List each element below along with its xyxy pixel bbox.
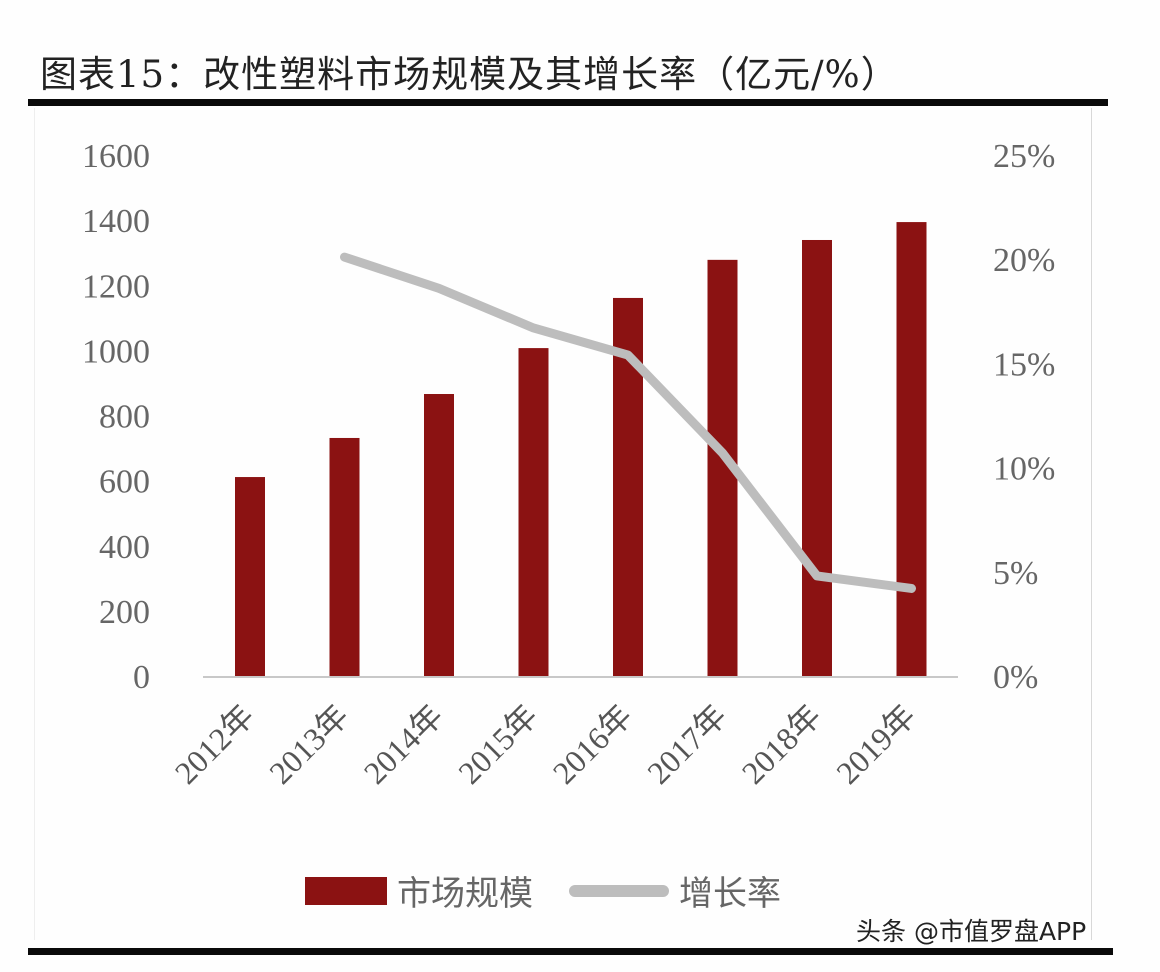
bottom-divider (28, 948, 1113, 955)
bar-market-size (896, 222, 927, 677)
y-right-tick: 5% (993, 555, 1038, 592)
x-tick-label: 2017年 (640, 697, 733, 790)
y-left-tick: 1000 (82, 333, 150, 370)
x-tick-label: 2015年 (451, 697, 544, 790)
y-left-tick: 600 (99, 464, 150, 501)
y-left-tick: 200 (99, 594, 150, 631)
line-swatch-icon (569, 884, 669, 897)
y-left-tick: 1200 (82, 268, 150, 305)
x-tick-label: 2016年 (546, 697, 639, 790)
top-divider (28, 99, 1108, 106)
y-left-tick: 800 (99, 399, 150, 436)
bar-market-size (329, 437, 360, 676)
bar-market-size (235, 477, 265, 676)
chart-frame (34, 108, 1092, 940)
legend-item-growth-rate: 增长率 (569, 866, 781, 915)
chart-title: 图表15：改性塑料市场规模及其增长率（亿元/%） (40, 53, 899, 96)
x-tick-label: 2014年 (357, 697, 450, 790)
growth-rate-line (340, 252, 916, 593)
x-tick-label: 2012年 (168, 697, 261, 790)
legend-item-market-size: 市场规模 (305, 866, 533, 915)
bar-market-size (424, 394, 454, 676)
legend: 市场规模 增长率 (305, 866, 817, 915)
x-tick-label: 2018年 (735, 697, 828, 790)
y-right-tick: 25% (993, 138, 1055, 175)
x-tick-label: 2013年 (262, 697, 355, 790)
y-right-tick: 10% (993, 451, 1055, 488)
bar-market-size (802, 239, 832, 676)
y-left-tick: 400 (99, 529, 150, 566)
y-left-tick: 1600 (82, 138, 150, 175)
watermark: 头条 @市值罗盘APP (856, 917, 1087, 946)
bar-market-size (518, 348, 549, 676)
y-left-tick: 1400 (82, 203, 150, 240)
legend-label: 增长率 (679, 874, 781, 914)
y-right-tick: 0% (993, 659, 1038, 696)
y-right-tick: 15% (993, 346, 1055, 383)
legend-label: 市场规模 (397, 874, 533, 914)
y-right-tick: 20% (993, 242, 1055, 279)
x-tick-label: 2019年 (829, 697, 922, 790)
y-left-tick: 0 (133, 659, 150, 696)
bar-swatch-icon (305, 876, 387, 905)
